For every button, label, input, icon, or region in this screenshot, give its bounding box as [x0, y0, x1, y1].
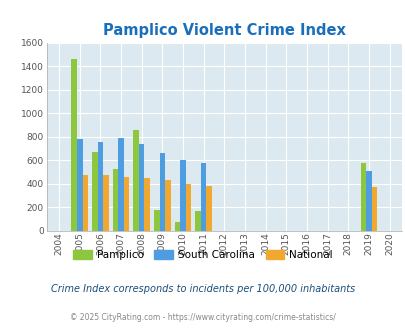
- Bar: [82, 175, 88, 231]
- Bar: [371, 187, 376, 231]
- Bar: [144, 178, 150, 231]
- Bar: [133, 130, 139, 231]
- Bar: [124, 177, 129, 231]
- Bar: [174, 222, 180, 231]
- Bar: [153, 211, 159, 231]
- Bar: [180, 160, 185, 231]
- Bar: [118, 138, 124, 231]
- Bar: [360, 163, 365, 231]
- Bar: [139, 144, 144, 231]
- Bar: [165, 180, 170, 231]
- Text: Crime Index corresponds to incidents per 100,000 inhabitants: Crime Index corresponds to incidents per…: [51, 284, 354, 294]
- Title: Pamplico Violent Crime Index: Pamplico Violent Crime Index: [102, 22, 345, 38]
- Bar: [103, 175, 109, 231]
- Bar: [159, 153, 165, 231]
- Bar: [113, 169, 118, 231]
- Bar: [195, 211, 200, 231]
- Text: © 2025 CityRating.com - https://www.cityrating.com/crime-statistics/: © 2025 CityRating.com - https://www.city…: [70, 313, 335, 322]
- Bar: [200, 163, 206, 231]
- Legend: Pamplico, South Carolina, National: Pamplico, South Carolina, National: [68, 246, 337, 264]
- Bar: [92, 152, 97, 231]
- Bar: [365, 171, 371, 231]
- Bar: [71, 59, 77, 231]
- Bar: [206, 186, 211, 231]
- Bar: [77, 139, 82, 231]
- Bar: [97, 142, 103, 231]
- Bar: [185, 184, 191, 231]
